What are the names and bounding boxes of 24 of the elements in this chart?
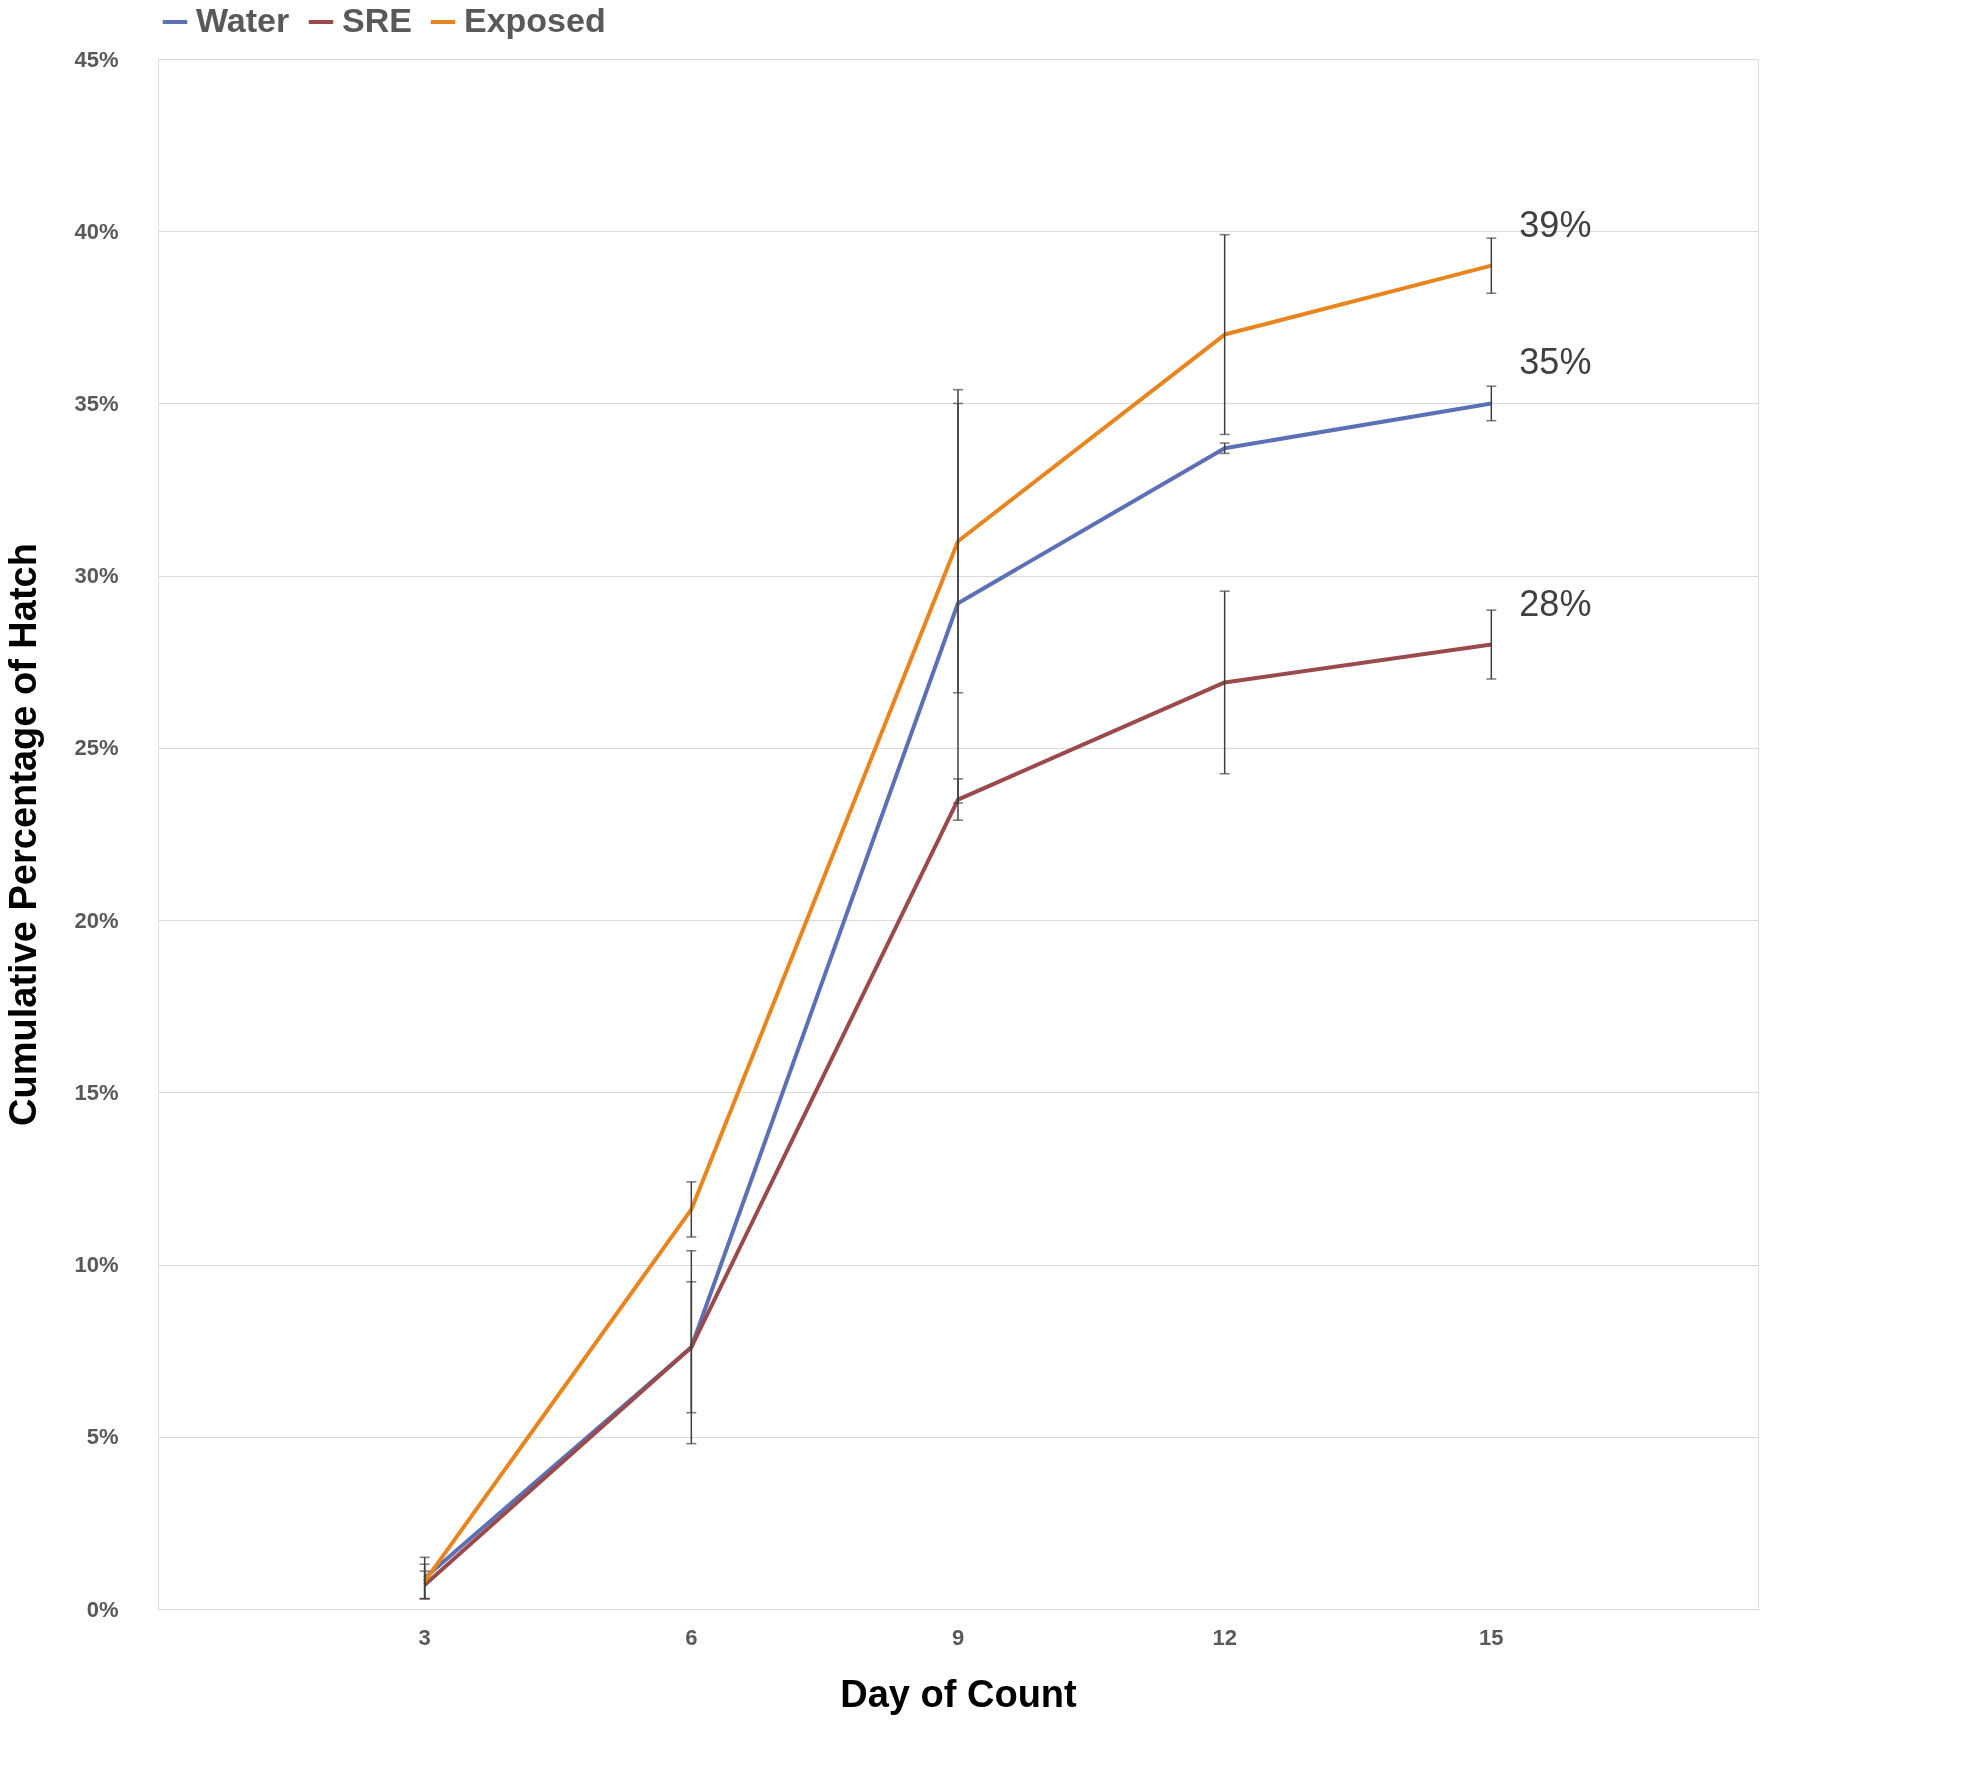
y-tick-label: 15% [74,1079,119,1105]
y-tick-label: 40% [74,218,119,244]
y-tick-label: 35% [74,390,119,416]
y-tick-label: 30% [74,563,119,589]
y-tick-label: 25% [74,735,119,761]
y-tick-label: 0% [86,1596,119,1622]
y-tick-label: 20% [74,907,119,933]
x-tick-label: 9 [951,1624,965,1650]
x-tick-label: 15 [1479,1624,1504,1650]
legend-label: SRE [342,1,412,39]
y-axis-title: Cumulative Percentage of Hatch [2,543,45,1126]
y-tick-label: 5% [86,1424,119,1450]
x-axis-title: Day of Count [840,1672,1078,1715]
x-tick-label: 3 [418,1624,431,1650]
x-tick-label: 12 [1212,1624,1237,1650]
x-tick-label: 6 [685,1624,698,1650]
legend-label: Exposed [464,1,606,39]
line-series [422,642,1494,1587]
data-label: 28% [1519,582,1592,624]
data-label: 35% [1519,341,1592,383]
legend-label: Water [196,1,290,39]
y-tick-label: 45% [74,46,119,72]
data-label: 39% [1519,203,1592,245]
y-tick-label: 10% [74,1252,119,1278]
